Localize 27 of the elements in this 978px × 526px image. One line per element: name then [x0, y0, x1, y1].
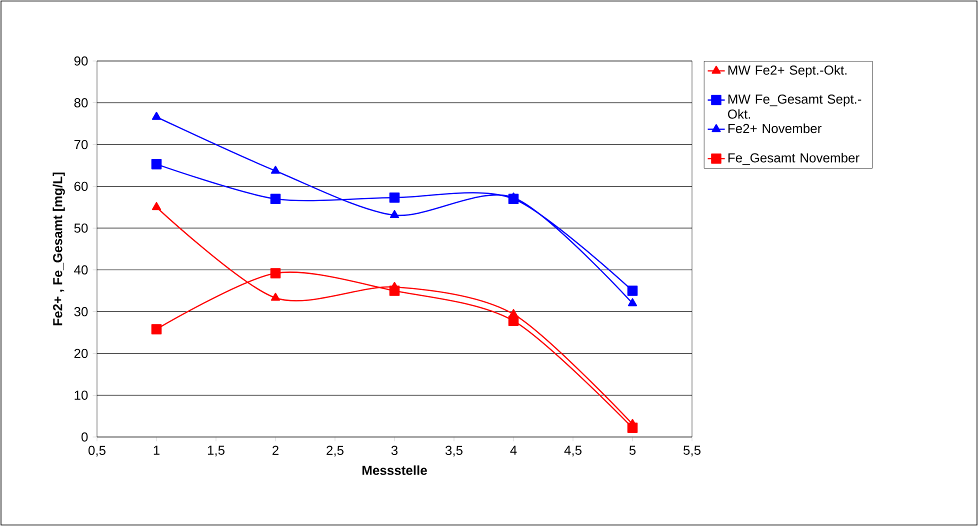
- y-tick-label: 70: [74, 140, 88, 150]
- x-tick-label: 5: [629, 446, 636, 455]
- x-tick-label: 3: [391, 446, 398, 455]
- x-tick-label: 3,5: [445, 446, 462, 457]
- x-tick-label: 4: [510, 446, 517, 455]
- x-axis-title: Messstelle: [362, 465, 427, 475]
- x-tick-label: 4,5: [564, 446, 582, 456]
- x-tick-label: 5,5: [683, 446, 700, 456]
- x-tick-label: 1: [154, 446, 160, 455]
- x-tick-label: 2,5: [326, 446, 344, 457]
- legend-label: MW Fe_Gesamt Sept.-Okt.: [728, 94, 862, 119]
- legend-label: Fe2+ November: [728, 124, 822, 134]
- y-tick-label: 10: [74, 390, 88, 400]
- y-tick-label: 30: [74, 307, 88, 316]
- y-tick-label: 20: [74, 348, 88, 358]
- x-tick-label: 0,5: [88, 446, 106, 457]
- y-axis-title: Fe2+ , Fe_Gesamt [mg/L]: [52, 172, 65, 326]
- y-tick-label: 50: [74, 224, 88, 233]
- x-tick-label: 1,5: [208, 446, 224, 456]
- y-tick-label: 60: [74, 182, 88, 191]
- x-tick-label: 2: [272, 446, 278, 455]
- y-tick-label: 80: [74, 98, 88, 108]
- y-tick-label: 0: [82, 432, 88, 442]
- y-tick-label: 90: [74, 56, 88, 66]
- legend-label: Fe_Gesamt November: [728, 152, 860, 165]
- legend-label: MW Fe2+ Sept.-Okt.: [728, 65, 846, 78]
- y-tick-label: 40: [74, 265, 88, 274]
